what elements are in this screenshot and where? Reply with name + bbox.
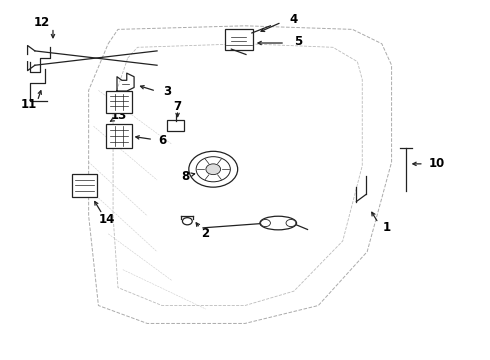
Circle shape — [196, 157, 230, 182]
Circle shape — [286, 220, 296, 226]
Ellipse shape — [260, 216, 296, 230]
Text: 3: 3 — [163, 85, 171, 98]
Text: 5: 5 — [294, 35, 302, 49]
FancyBboxPatch shape — [106, 91, 132, 113]
Text: 11: 11 — [21, 98, 37, 111]
Circle shape — [182, 218, 192, 225]
FancyBboxPatch shape — [167, 120, 184, 131]
Text: 9: 9 — [214, 170, 222, 183]
FancyBboxPatch shape — [225, 29, 253, 50]
Circle shape — [189, 151, 238, 187]
Text: 2: 2 — [201, 226, 209, 239]
Text: 13: 13 — [111, 109, 127, 122]
FancyBboxPatch shape — [106, 124, 132, 148]
Text: 10: 10 — [428, 157, 444, 170]
Text: 14: 14 — [99, 213, 116, 226]
Text: 4: 4 — [290, 13, 298, 26]
Text: 12: 12 — [34, 16, 50, 29]
Text: 7: 7 — [173, 100, 182, 113]
Circle shape — [261, 220, 270, 226]
Text: 6: 6 — [158, 134, 166, 147]
Text: 8: 8 — [181, 170, 190, 183]
Circle shape — [206, 164, 220, 175]
Text: 1: 1 — [383, 221, 391, 234]
FancyBboxPatch shape — [72, 174, 98, 197]
